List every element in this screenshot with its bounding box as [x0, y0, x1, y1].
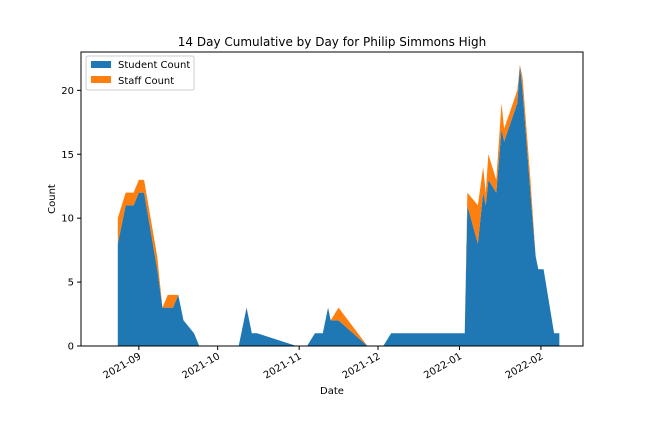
area-staff — [117, 64, 560, 346]
legend-label-staff: Staff Count — [118, 76, 174, 87]
x-axis-label: Date — [320, 386, 344, 397]
areas-group — [117, 64, 560, 346]
x-tick-label: 2021-11 — [262, 351, 304, 381]
y-tick-label: 0 — [68, 342, 74, 353]
x-tick-label: 2021-09 — [102, 351, 144, 381]
legend: Student Count Staff Count — [85, 55, 195, 91]
y-ticks-group: 0 5 10 15 20 — [61, 86, 81, 353]
chart-title: 14 Day Cumulative by Day for Philip Simm… — [178, 35, 486, 49]
legend-swatch-staff — [91, 76, 111, 83]
y-axis-label: Count — [47, 184, 58, 214]
legend-swatch-student — [91, 61, 111, 68]
y-tick-label: 20 — [61, 86, 74, 97]
x-tick-label: 2022-01 — [422, 351, 464, 381]
legend-box — [85, 55, 195, 91]
y-tick-label: 15 — [61, 150, 74, 161]
y-tick-label: 5 — [68, 278, 74, 289]
y-tick-label: 10 — [61, 214, 74, 225]
legend-label-student: Student Count — [118, 60, 190, 71]
x-tick-label: 2021-12 — [341, 351, 383, 381]
x-ticks-group: 2021-09 2021-10 2021-11 2021-12 2022-01 2022-… — [102, 346, 546, 381]
x-tick-label: 2022-02 — [504, 351, 546, 381]
x-tick-label: 2021-10 — [180, 351, 222, 381]
plot-frame — [80, 51, 584, 347]
area-student — [117, 64, 560, 346]
